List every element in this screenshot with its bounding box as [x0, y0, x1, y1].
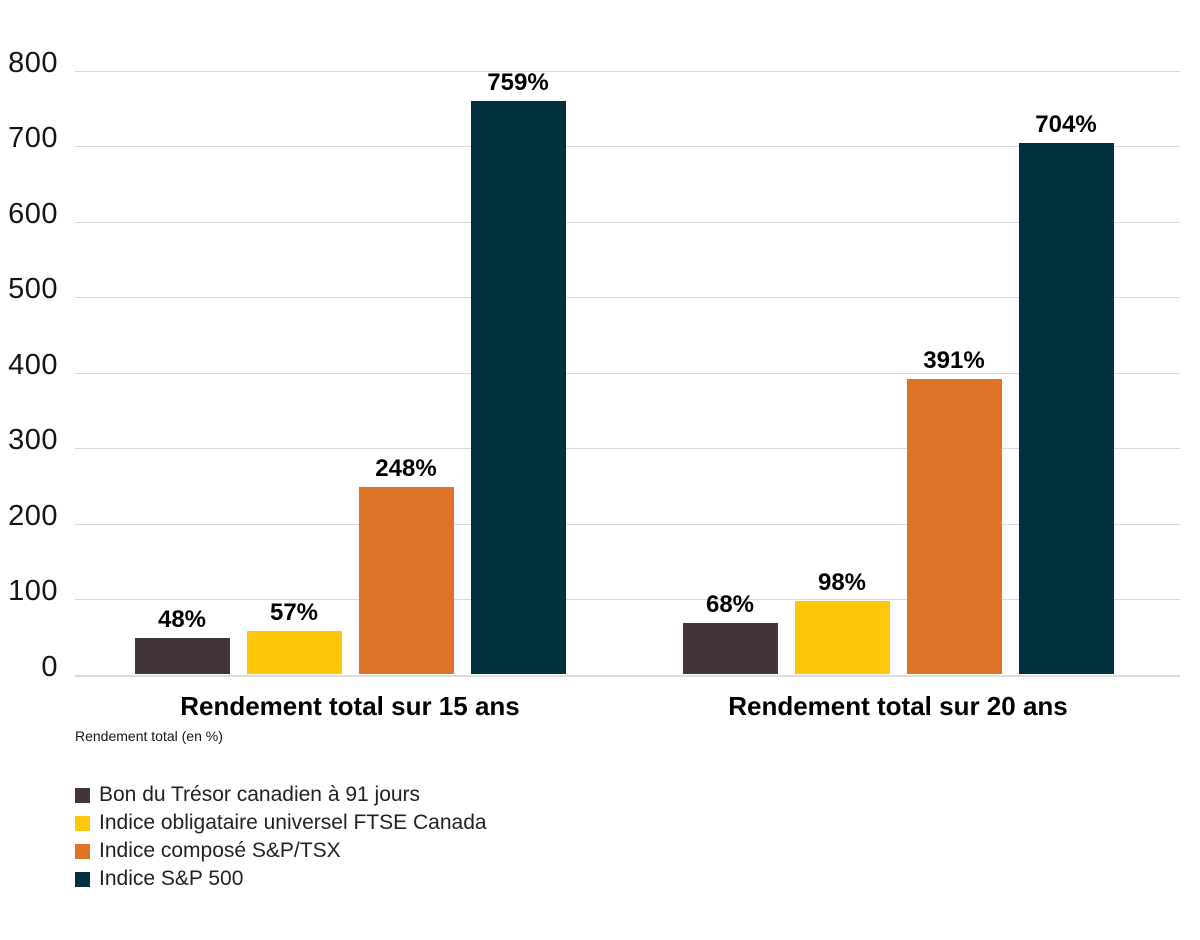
- gridline: [75, 297, 1180, 298]
- y-axis-caption: Rendement total (en %): [75, 728, 223, 744]
- category-label: Rendement total sur 20 ans: [728, 691, 1068, 721]
- bar-series-4-group-1: [470, 101, 566, 675]
- legend-swatch-icon: [75, 787, 90, 803]
- y-axis-tick-label: 500: [8, 273, 58, 305]
- gridline: [75, 146, 1180, 147]
- category-label: Rendement total sur 15 ans: [180, 691, 520, 721]
- bar-value-label: 704%: [1035, 110, 1097, 138]
- legend-swatch-icon: [75, 843, 90, 859]
- bar-value-label: 248%: [375, 455, 437, 483]
- gridline: [75, 599, 1180, 600]
- gridline: [75, 221, 1180, 223]
- bar-series-2-group-1: [246, 631, 342, 675]
- legend-item: Indice S&P 500: [75, 865, 487, 893]
- legend-item: Indice composé S&P/TSX: [75, 837, 487, 865]
- x-axis-baseline: [75, 674, 1180, 677]
- bar-series-3-group-1: [358, 487, 454, 675]
- bar-value-label: 759%: [487, 69, 549, 97]
- y-axis-tick-label: 300: [8, 424, 58, 456]
- y-axis-tick-label: 700: [8, 122, 58, 154]
- y-axis-tick-label: 400: [8, 348, 58, 381]
- gridline: [75, 448, 1180, 449]
- bar-series-2-group-2: [794, 600, 890, 675]
- bar-value-label: 57%: [269, 599, 319, 627]
- legend-label: Indice composé S&P/TSX: [99, 839, 341, 862]
- bar-value-label: 68%: [705, 591, 755, 619]
- gridline: [75, 70, 1180, 72]
- legend-label: Bon du Trésor canadien à 91 jours: [99, 783, 421, 806]
- y-axis-tick-label: 200: [8, 499, 58, 532]
- bar-series-1-group-2: [682, 623, 778, 675]
- bar-series-4-group-2: [1018, 142, 1114, 675]
- bar-value-label: 391%: [923, 347, 985, 375]
- legend-swatch-icon: [75, 871, 90, 887]
- legend-item: Bon du Trésor canadien à 91 jours: [75, 781, 487, 809]
- bar-series-3-group-2: [906, 379, 1002, 675]
- bar-value-label: 48%: [157, 606, 207, 634]
- bar-series-1-group-1: [134, 638, 230, 675]
- y-axis-tick-label: 600: [8, 197, 58, 230]
- y-axis-tick-label: 0: [41, 650, 58, 683]
- bar-value-label: 98%: [817, 568, 867, 596]
- legend: Bon du Trésor canadien à 91 jours Indice …: [75, 781, 487, 893]
- y-axis-tick-label: 100: [8, 575, 58, 607]
- legend-label: Indice obligataire universel FTSE Canada: [99, 811, 487, 834]
- y-axis-tick-label: 800: [8, 46, 58, 79]
- legend-label: Indice S&P 500: [99, 867, 244, 890]
- gridline: [75, 372, 1180, 374]
- legend-swatch-icon: [75, 815, 90, 831]
- legend-item: Indice obligataire universel FTSE Canada: [75, 809, 487, 837]
- gridline: [75, 523, 1180, 525]
